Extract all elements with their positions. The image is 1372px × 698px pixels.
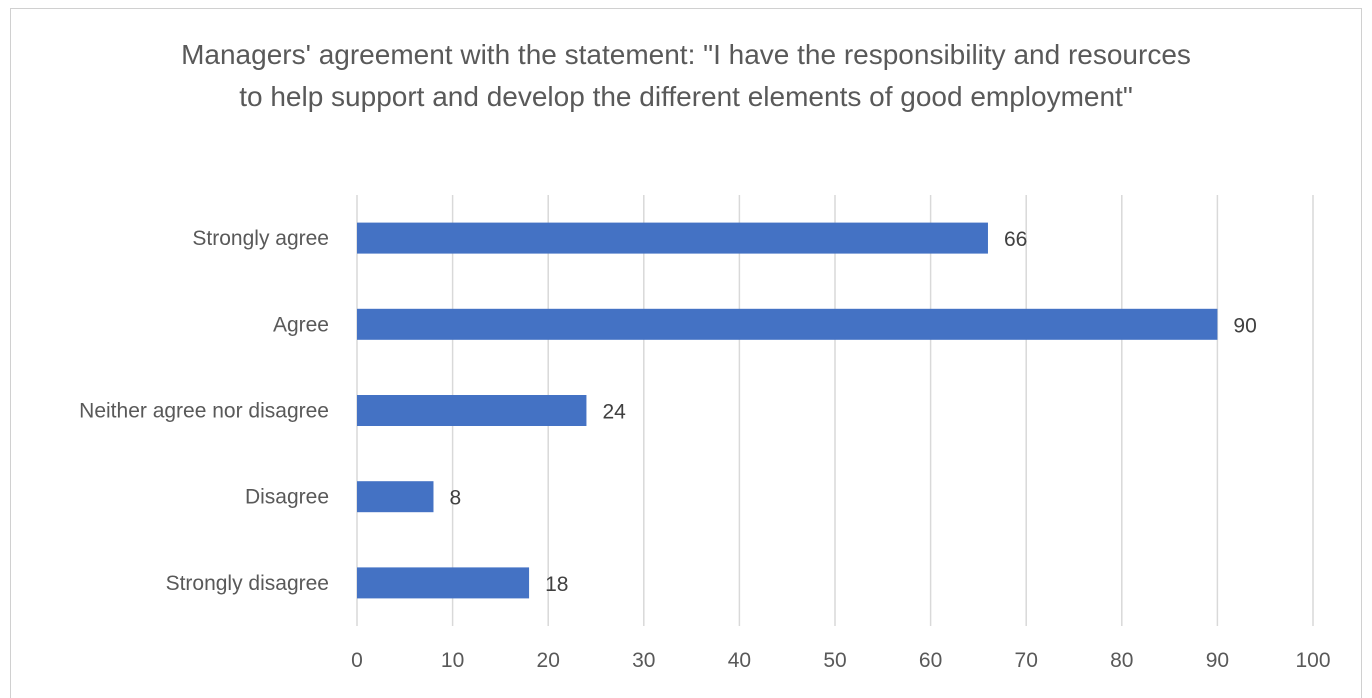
x-tick-label: 100 [1295,649,1330,672]
data-label: 90 [1233,314,1256,337]
gridlines [356,195,1314,626]
data-label: 66 [1004,228,1027,251]
data-label: 8 [449,487,461,510]
data-label: 24 [602,401,626,424]
x-tick-label: 70 [1015,649,1038,672]
chart-title: Managers' agreement with the statement: … [181,39,1191,112]
category-label: Disagree [245,486,329,509]
bar [357,395,587,426]
data-label: 18 [545,573,568,596]
category-label: Strongly disagree [166,572,329,595]
x-tick-label: 80 [1110,649,1133,672]
category-labels: Strongly agree Agree Neither agree nor dis… [79,227,329,595]
x-tick-label: 0 [351,649,363,672]
bar [357,481,434,513]
x-tick-label: 40 [728,649,751,672]
x-tick-label: 90 [1206,649,1229,672]
chart-frame [10,8,1362,698]
x-tick-label: 50 [823,649,846,672]
x-tick-label: 60 [919,649,942,672]
bars [357,222,1218,599]
bar [357,308,1218,340]
x-tick-label: 20 [537,649,560,672]
category-label: Neither agree nor disagree [79,400,329,423]
bar [357,222,988,254]
bar [357,567,530,599]
category-label: Agree [273,313,329,336]
data-labels: 66 90 24 8 18 [449,228,1256,596]
x-tick-label: 30 [632,649,655,672]
x-axis-tick-labels: 0 10 20 30 40 50 60 70 80 90 100 [351,649,1330,672]
category-label: Strongly agree [192,227,329,250]
x-tick-label: 10 [441,649,464,672]
